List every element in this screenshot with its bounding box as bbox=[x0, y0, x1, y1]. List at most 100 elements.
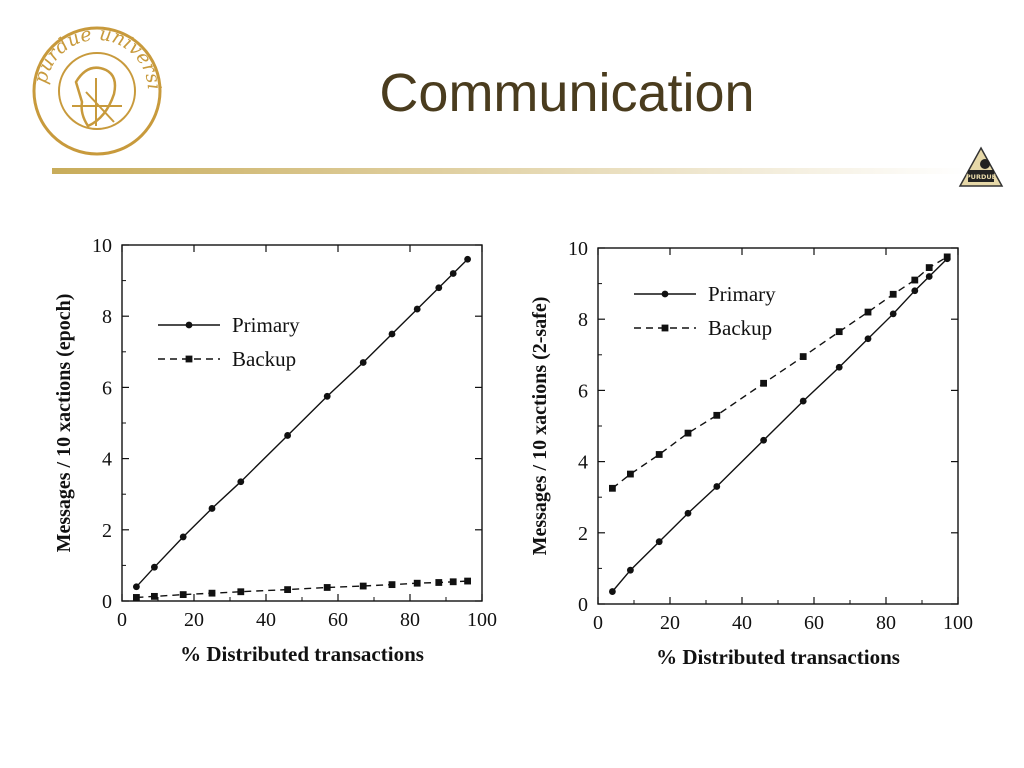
purdue-train-logo: PURDUE bbox=[958, 146, 1004, 187]
chart-epoch-xtick-label: 60 bbox=[328, 609, 348, 631]
chart-2safe-point-backup bbox=[655, 451, 663, 458]
chart-epoch-xtick-label: 20 bbox=[184, 609, 204, 631]
chart-2safe-xtick-label: 20 bbox=[660, 612, 680, 634]
chart-epoch-point-backup bbox=[435, 579, 443, 586]
purdue-university-seal-logo: purdue university bbox=[26, 22, 165, 156]
small-logo-text: PURDUE bbox=[966, 173, 996, 181]
chart-epoch-point-primary bbox=[133, 583, 140, 591]
chart-2safe-series bbox=[609, 253, 951, 595]
chart-epoch-point-primary bbox=[449, 270, 457, 277]
chart-epoch-ytick-label: 8 bbox=[102, 306, 112, 328]
chart-2safe-legend-marker-backup bbox=[661, 324, 669, 332]
chart-2safe-point-backup bbox=[889, 290, 897, 298]
chart-epoch-point-backup bbox=[151, 592, 158, 600]
chart-2safe-legend-label-primary: Primary bbox=[708, 282, 776, 306]
chart-2safe-ytick-label: 4 bbox=[578, 452, 588, 474]
chart-2safe-point-backup bbox=[713, 411, 721, 419]
chart-2safe-point-primary bbox=[889, 310, 897, 318]
chart-2safe-point-backup bbox=[835, 328, 843, 336]
chart-2safe-legend-label-backup: Backup bbox=[708, 316, 772, 340]
chart-2safe-point-primary bbox=[627, 566, 634, 574]
slide-title: Communication bbox=[379, 63, 755, 123]
chart-epoch-point-backup bbox=[284, 586, 291, 594]
chart-epoch-xtick-label: 100 bbox=[467, 609, 497, 631]
chart-2safe-point-primary bbox=[911, 287, 919, 295]
chart-epoch-point-primary bbox=[413, 305, 421, 313]
chart-epoch-svg: 0 20 40 60 80 100 0 2 4 6 8 10 Primary Backup % Dist… bbox=[53, 235, 497, 666]
chart-epoch-point-backup bbox=[323, 584, 331, 591]
chart-2safe-xtick-label: 40 bbox=[732, 612, 752, 634]
chart-epoch-point-primary bbox=[464, 255, 471, 263]
chart-2safe-axes: 0 20 40 60 80 100 0 2 4 6 8 10 bbox=[568, 238, 973, 634]
chart-epoch-series bbox=[133, 255, 471, 601]
chart-2safe-xtick-label: 100 bbox=[943, 612, 973, 634]
chart-2safe-point-primary bbox=[925, 273, 933, 280]
chart-epoch-ytick-label: 4 bbox=[102, 449, 112, 471]
chart-epoch-point-primary bbox=[435, 284, 443, 292]
chart-epoch-legend-marker-primary bbox=[185, 321, 193, 329]
chart-2safe-point-primary bbox=[799, 397, 807, 405]
chart-epoch-legend-label-primary: Primary bbox=[232, 313, 300, 337]
chart-2safe-point-backup bbox=[911, 276, 919, 284]
chart-epoch-legend: Primary Backup bbox=[158, 313, 300, 371]
chart-2safe-point-primary bbox=[609, 588, 616, 595]
chart-epoch-ytick-label: 10 bbox=[92, 235, 112, 257]
chart-epoch-point-primary bbox=[284, 432, 291, 439]
chart-2safe-point-backup bbox=[943, 253, 951, 261]
chart-2safe: 0 20 40 60 80 100 0 2 4 6 8 10 Primary Backup % Dist… bbox=[516, 222, 986, 687]
chart-2safe-xtick-label: 60 bbox=[804, 612, 824, 634]
chart-2safe-point-backup bbox=[627, 470, 634, 478]
chart-epoch-ytick-label: 6 bbox=[102, 377, 112, 399]
chart-2safe-ytick-label: 10 bbox=[568, 238, 588, 260]
chart-epoch-point-primary bbox=[359, 359, 367, 366]
chart-2safe-point-backup bbox=[609, 484, 616, 492]
chart-2safe-xtick-label: 0 bbox=[593, 612, 603, 634]
chart-2safe-legend-marker-primary bbox=[661, 290, 669, 298]
chart-2safe-legend: Primary Backup bbox=[634, 282, 776, 340]
chart-epoch-ylabel: Messages / 10 xactions (epoch) bbox=[53, 294, 75, 553]
chart-2safe-ytick-label: 2 bbox=[578, 523, 588, 545]
chart-2safe-line-primary bbox=[611, 258, 948, 592]
chart-epoch-point-backup bbox=[179, 591, 187, 598]
chart-epoch-point-primary bbox=[208, 505, 216, 512]
chart-epoch-legend-marker-backup bbox=[185, 355, 193, 363]
chart-2safe-ytick-label: 0 bbox=[578, 594, 588, 616]
chart-2safe-point-primary bbox=[864, 335, 872, 343]
chart-epoch-point-backup bbox=[388, 581, 396, 589]
chart-epoch-point-backup bbox=[208, 589, 216, 597]
chart-epoch-ytick-label: 0 bbox=[102, 591, 112, 613]
chart-epoch-point-backup bbox=[237, 588, 245, 596]
chart-epoch-point-backup bbox=[413, 579, 421, 587]
chart-2safe-ytick-label: 6 bbox=[578, 380, 588, 402]
chart-epoch-xtick-label: 80 bbox=[400, 609, 420, 631]
chart-2safe-point-backup bbox=[864, 308, 872, 316]
chart-2safe-point-primary bbox=[713, 483, 721, 490]
chart-2safe-point-primary bbox=[655, 538, 663, 546]
chart-epoch-xtick-label: 40 bbox=[256, 609, 276, 631]
chart-2safe-point-backup bbox=[684, 429, 692, 437]
chart-2safe-point-backup bbox=[760, 379, 767, 387]
chart-2safe-ytick-label: 8 bbox=[578, 309, 588, 331]
chart-epoch-point-primary bbox=[151, 563, 158, 571]
chart-2safe-xtick-label: 80 bbox=[876, 612, 896, 634]
chart-2safe-point-primary bbox=[835, 363, 843, 371]
chart-2safe-ylabel: Messages / 10 xactions (2-safe) bbox=[529, 297, 551, 556]
chart-epoch-point-backup bbox=[133, 594, 140, 601]
chart-epoch-point-primary bbox=[237, 478, 245, 486]
chart-epoch: 0 20 40 60 80 100 0 2 4 6 8 10 Primary Backup % Dist… bbox=[40, 222, 510, 687]
chart-epoch-point-backup bbox=[464, 577, 471, 585]
chart-epoch-point-primary bbox=[323, 392, 331, 400]
chart-2safe-point-backup bbox=[799, 353, 807, 360]
title-divider bbox=[52, 168, 967, 174]
chart-2safe-point-primary bbox=[684, 509, 692, 517]
chart-epoch-point-backup bbox=[449, 578, 457, 586]
chart-epoch-point-primary bbox=[179, 533, 187, 541]
chart-2safe-point-primary bbox=[760, 436, 767, 444]
chart-2safe-xlabel: % Distributed transactions bbox=[656, 645, 900, 669]
chart-epoch-ytick-label: 2 bbox=[102, 520, 112, 542]
chart-2safe-point-backup bbox=[925, 264, 933, 271]
chart-epoch-point-backup bbox=[359, 582, 367, 590]
chart-epoch-point-primary bbox=[388, 330, 396, 338]
chart-2safe-svg: 0 20 40 60 80 100 0 2 4 6 8 10 Primary Backup % Dist… bbox=[529, 238, 973, 669]
chart-epoch-axes: 0 20 40 60 80 100 0 2 4 6 8 10 bbox=[92, 235, 497, 631]
